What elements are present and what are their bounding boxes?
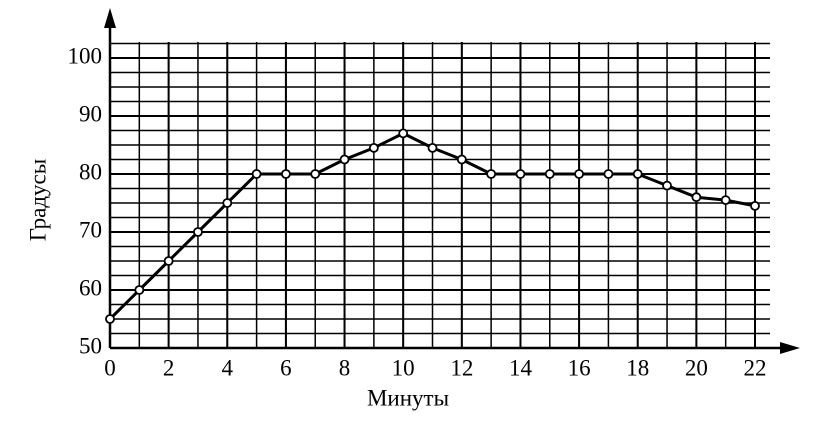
x-tick-label: 14 <box>509 355 533 380</box>
data-point <box>456 154 467 165</box>
data-point <box>398 128 409 139</box>
data-point <box>750 200 760 211</box>
y-tick-label: 80 <box>79 159 102 184</box>
x-tick-label: 22 <box>744 355 767 380</box>
data-point <box>720 195 731 206</box>
y-axis-arrow <box>104 8 116 28</box>
x-tick-label: 16 <box>568 355 591 380</box>
data-point <box>632 169 643 179</box>
data-point <box>662 180 672 191</box>
x-tick-label: 8 <box>339 355 351 380</box>
data-point <box>105 314 115 324</box>
data-point <box>163 256 174 266</box>
x-tick-label: 20 <box>685 355 708 380</box>
data-point <box>574 169 584 179</box>
data-point <box>193 227 203 237</box>
data-point <box>134 285 145 295</box>
data-point <box>544 169 555 179</box>
data-point <box>691 192 702 203</box>
x-tick-label: 10 <box>392 355 415 380</box>
y-tick-label: 100 <box>68 43 103 68</box>
data-point <box>603 169 614 179</box>
y-tick-label: 70 <box>79 217 102 242</box>
y-tick-label: 90 <box>79 101 102 126</box>
data-point <box>339 154 350 165</box>
y-tick-label: 50 <box>79 333 102 358</box>
data-point <box>281 169 291 179</box>
x-tick-label: 12 <box>450 355 473 380</box>
data-point <box>515 169 526 179</box>
data-point <box>251 169 262 179</box>
data-point <box>222 198 233 208</box>
x-tick-label: 4 <box>222 355 234 380</box>
x-tick-label: 0 <box>104 355 116 380</box>
x-tick-label: 6 <box>280 355 292 380</box>
data-point <box>368 142 379 153</box>
data-point <box>310 169 321 179</box>
x-axis-arrow <box>780 342 800 354</box>
y-tick-label: 60 <box>79 275 102 300</box>
data-point <box>427 142 438 153</box>
x-tick-label: 2 <box>163 355 175 380</box>
y-axis-label: Градусы <box>25 159 50 241</box>
data-point <box>486 169 497 179</box>
x-tick-label: 18 <box>626 355 649 380</box>
x-axis-label: Минуты <box>367 385 449 410</box>
